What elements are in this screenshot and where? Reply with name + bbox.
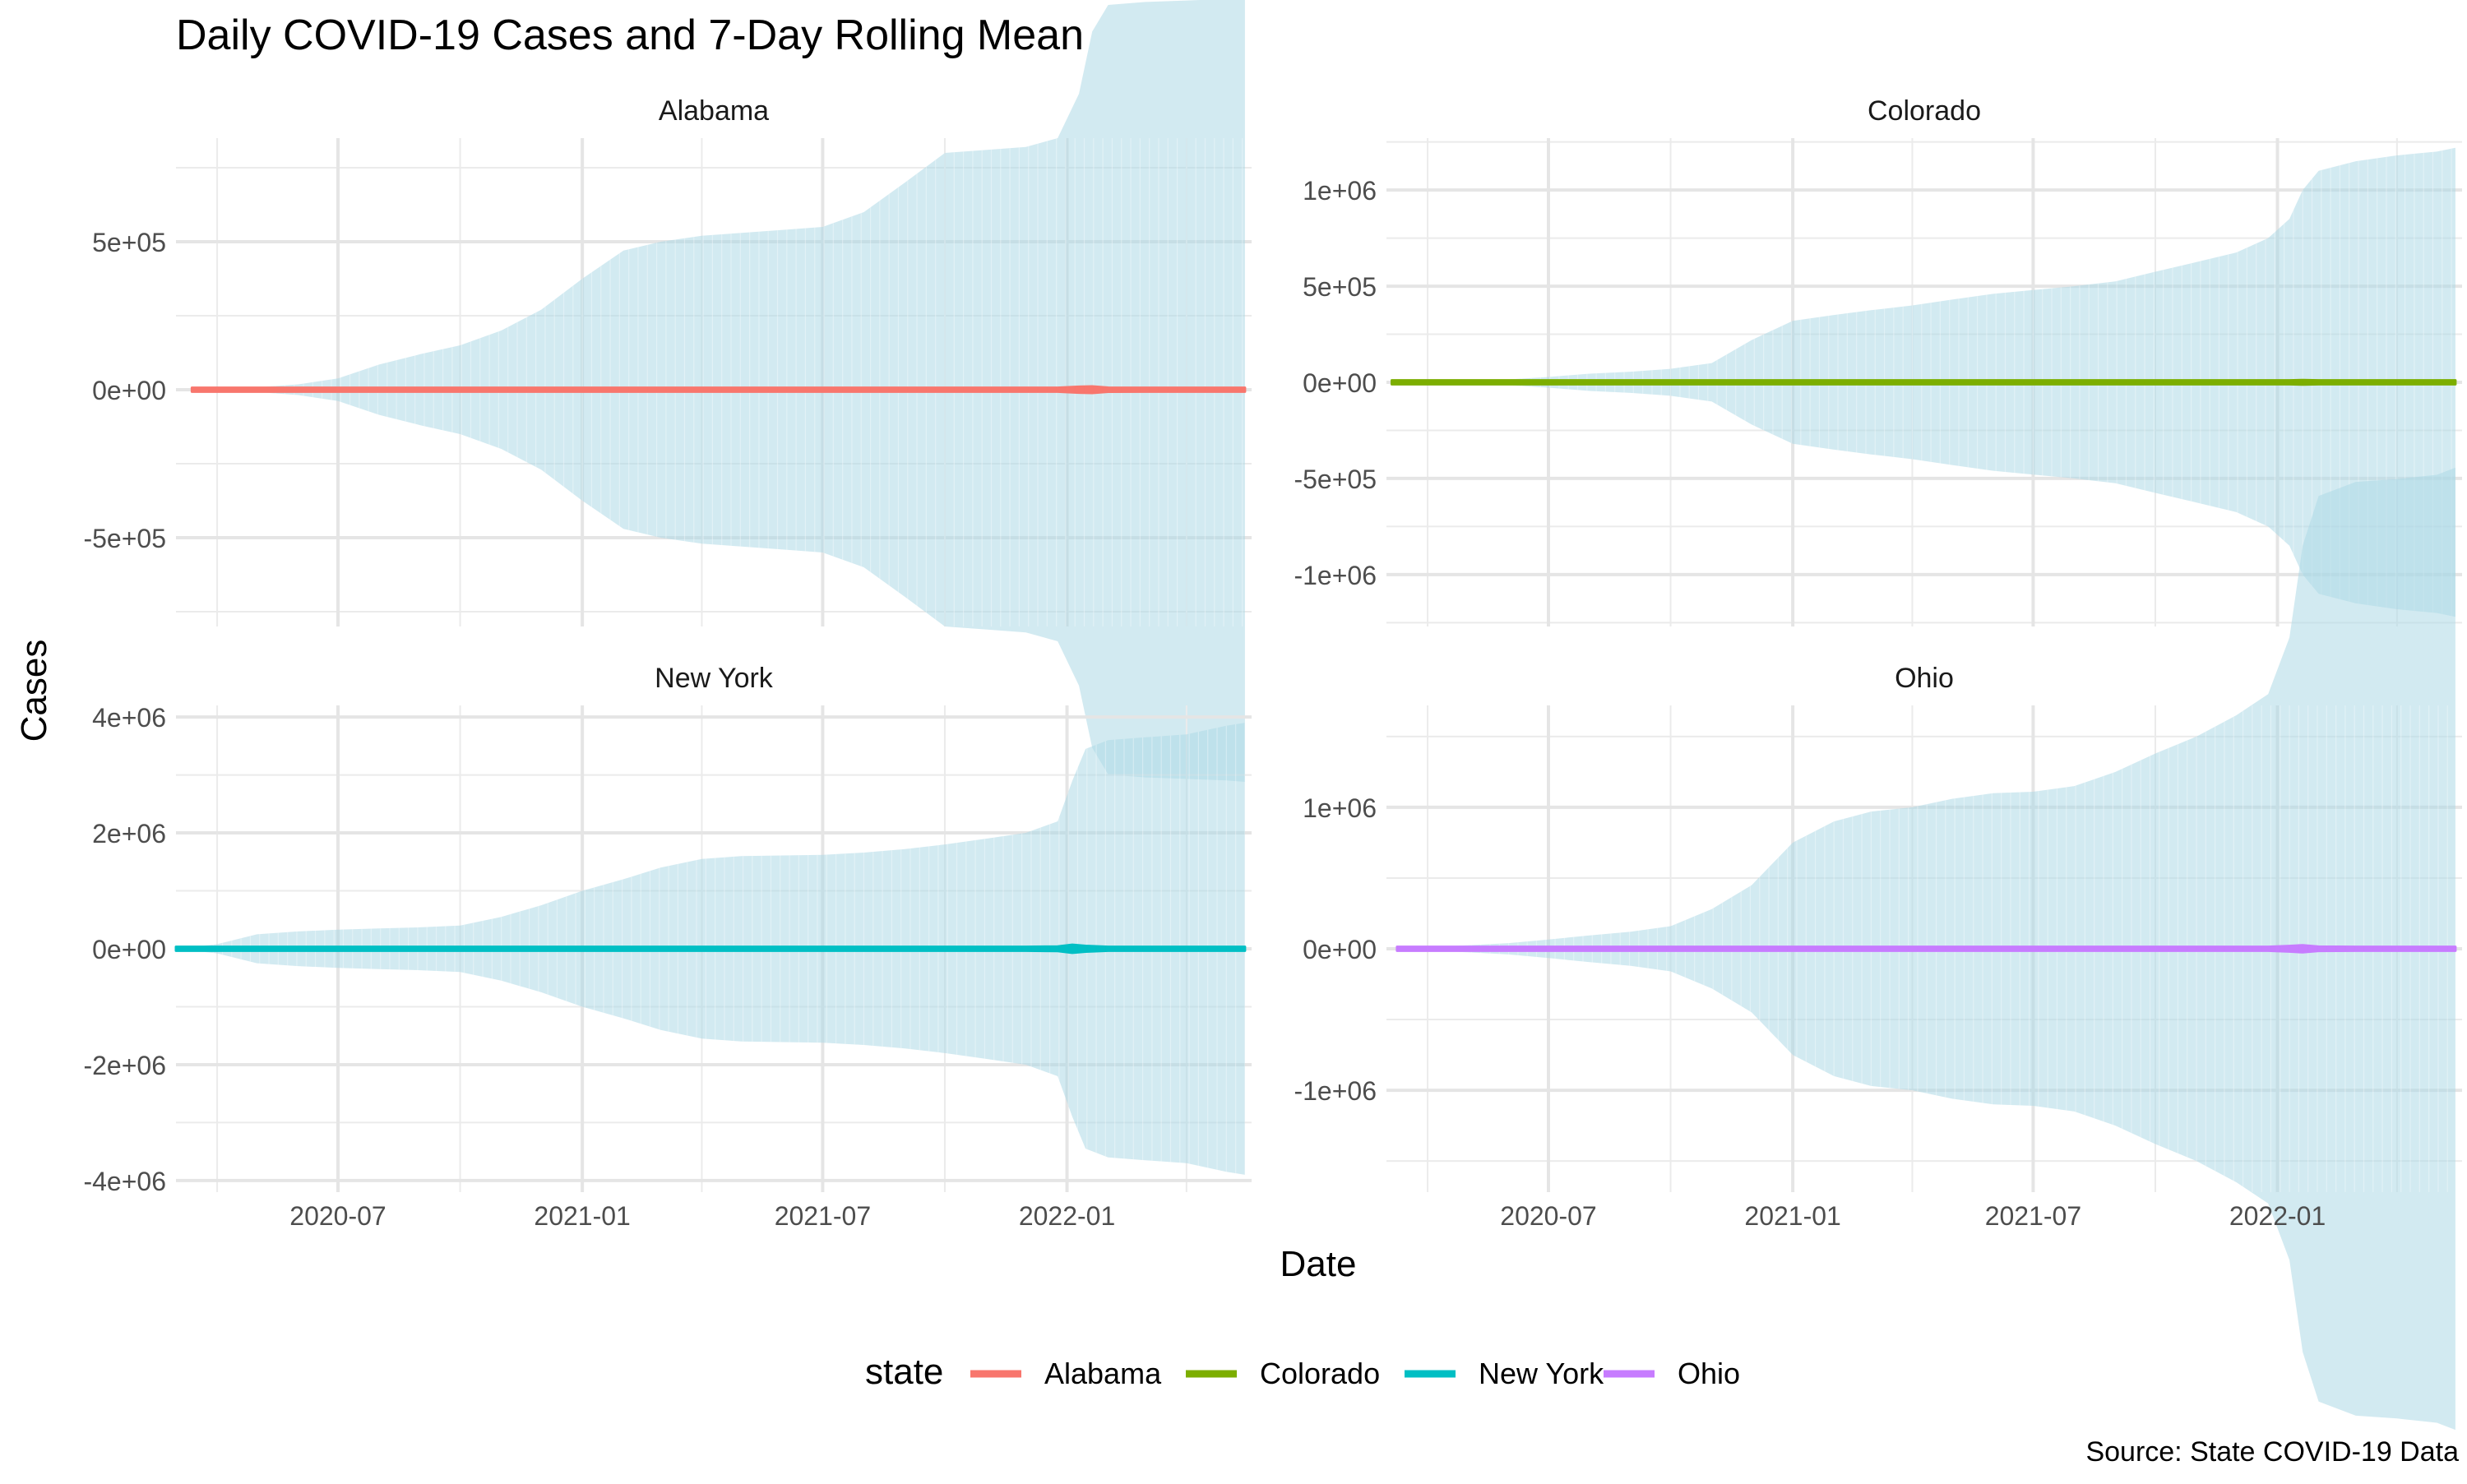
y-tick-label: -5e+05: [83, 524, 166, 553]
y-tick-label: 0e+00: [1303, 935, 1377, 964]
chart-title: Daily COVID-19 Cases and 7-Day Rolling M…: [176, 12, 1084, 59]
legend-title: state: [865, 1352, 943, 1392]
rolling-mean-ribbon: [1391, 378, 2457, 386]
facet-label: Colorado: [1868, 95, 1981, 127]
facet-label: Ohio: [1895, 663, 1954, 694]
x-tick-label: 2022-01: [1019, 1201, 1115, 1231]
legend-label: Ohio: [1678, 1357, 1740, 1390]
legend-label: New York: [1479, 1357, 1604, 1390]
y-tick-label: 4e+06: [92, 703, 166, 733]
x-tick-label: 2021-01: [534, 1201, 630, 1231]
y-tick-label: -1e+06: [1294, 1076, 1377, 1106]
rolling-mean-ribbon: [190, 385, 1247, 395]
y-tick-label: 5e+05: [92, 228, 166, 257]
x-axis-title: Date: [1280, 1244, 1357, 1284]
x-tick-label: 2020-07: [289, 1201, 386, 1231]
legend-item-colorado: Colorado: [1186, 1357, 1380, 1390]
y-tick-label: 0e+00: [1303, 368, 1377, 398]
legend: state Alabama Colorado New York Ohio: [865, 1352, 1740, 1392]
y-tick-label: 0e+00: [92, 376, 166, 405]
y-tick-label: -2e+06: [83, 1051, 166, 1080]
y-tick-label: 1e+06: [1303, 793, 1377, 823]
panel-new-york: New York -4e+06 -2e+06 0e+00 2e+06 4e+06 2020-…: [83, 663, 1252, 1231]
x-tick-label: 2021-01: [1744, 1201, 1840, 1231]
panel-colorado: Colorado -1e+06 -5e+05 0e+00 5e+05 1e+06: [1294, 95, 2462, 626]
x-tick-label: 2022-01: [2229, 1201, 2326, 1231]
rolling-mean-ribbon: [174, 943, 1247, 955]
y-tick-label: -5e+05: [1294, 465, 1377, 494]
legend-item-new-york: New York: [1405, 1357, 1604, 1390]
rolling-mean-ribbon: [1395, 944, 2457, 954]
x-tick-label: 2021-07: [775, 1201, 871, 1231]
panels-layer: Alabama -5e+05 0e+00 5e+05 Colorado -1e+06 -5e…: [83, 0, 2462, 1431]
panel-ohio: Ohio -1e+06 0e+00 1e+06 2020-07 2021-01 2021-0…: [1294, 467, 2462, 1431]
y-tick-label: 5e+05: [1303, 272, 1377, 302]
legend-item-alabama: Alabama: [970, 1357, 1162, 1390]
y-tick-label: 0e+00: [92, 935, 166, 964]
y-tick-label: -1e+06: [1294, 561, 1377, 590]
chart-caption: Source: State COVID-19 Data: [2085, 1436, 2459, 1468]
legend-label: Alabama: [1044, 1357, 1162, 1390]
legend-item-ohio: Ohio: [1604, 1357, 1740, 1390]
y-tick-label: -4e+06: [83, 1167, 166, 1196]
facet-label: New York: [655, 663, 774, 694]
x-tick-label: 2021-07: [1985, 1201, 2081, 1231]
y-axis-title: Cases: [14, 640, 54, 742]
y-tick-label: 1e+06: [1303, 176, 1377, 206]
x-tick-label: 2020-07: [1500, 1201, 1596, 1231]
facet-label: Alabama: [659, 95, 769, 127]
y-tick-label: 2e+06: [92, 819, 166, 848]
legend-label: Colorado: [1260, 1357, 1380, 1390]
